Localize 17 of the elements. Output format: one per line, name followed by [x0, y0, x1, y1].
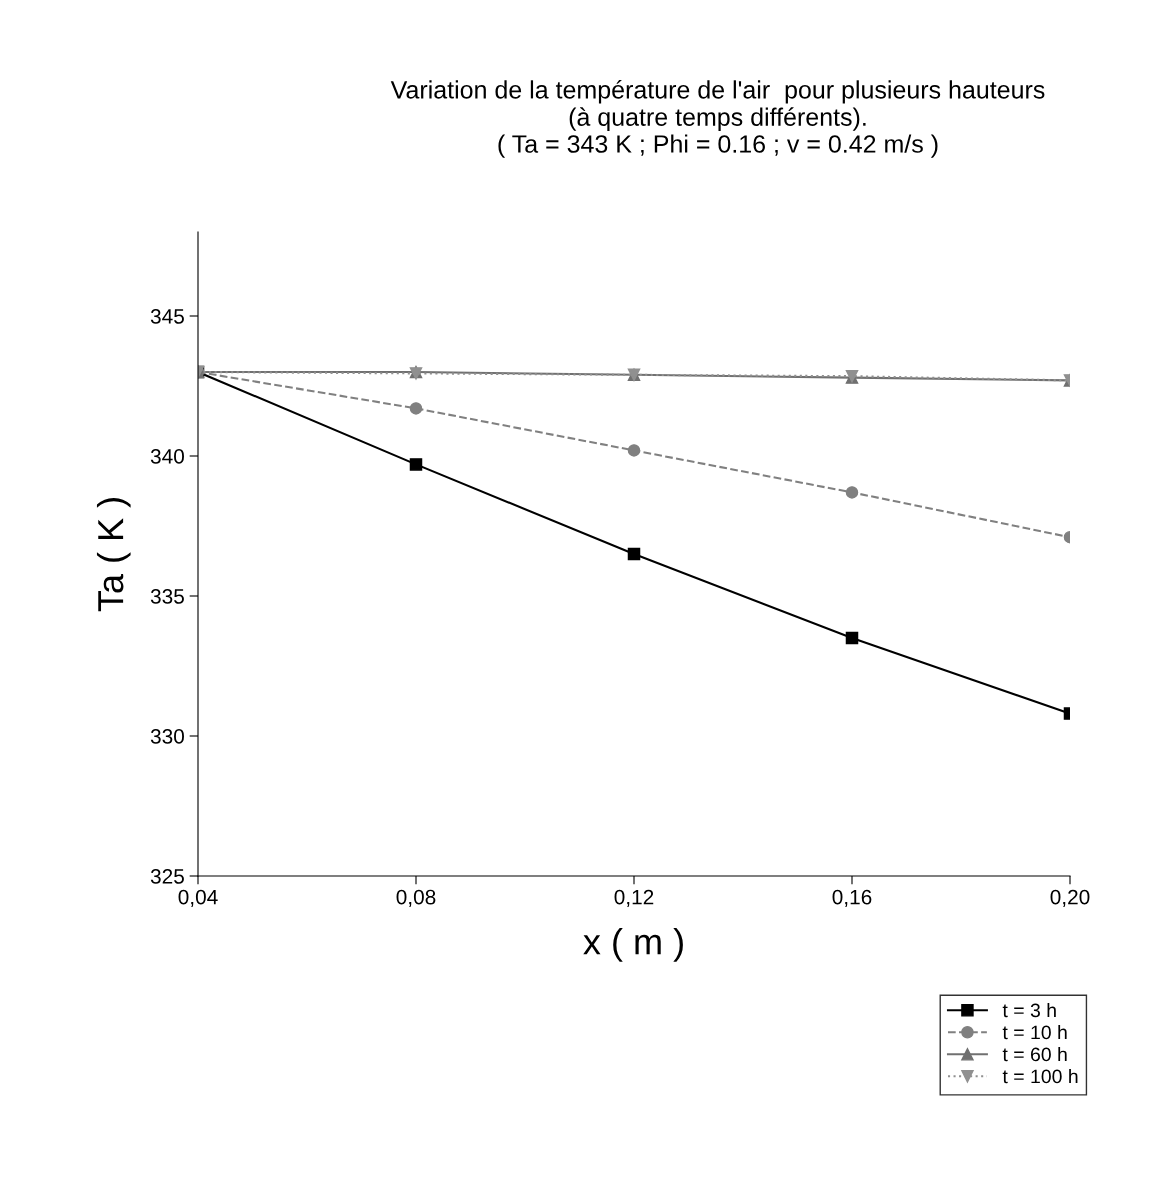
y-tick-label: 335 — [150, 589, 184, 604]
legend-label: t = 10 h — [1002, 1024, 1067, 1040]
y-tick-label: 330 — [150, 729, 184, 744]
x-axis-title: x ( m ) — [583, 928, 683, 962]
chart-title: Variation de la température de l'air pour plusieurs hauteurs (à quatre temps différents). ( Ta = 343 K ; Phi = 0.16 ; v = 0.42 m/s ) — [390, 80, 1045, 158]
y-tick-label: 345 — [150, 309, 184, 324]
legend-label: t = 60 h — [1002, 1047, 1067, 1062]
x-tick-label: 0,20 — [1050, 889, 1090, 907]
x-tick-label: 0,04 — [178, 889, 218, 907]
x-tick-label: 0,12 — [614, 889, 654, 907]
y-tick-label: 340 — [150, 449, 184, 464]
x-tick-label: 0,08 — [396, 889, 436, 907]
y-tick-label: 325 — [150, 869, 184, 884]
y-axis-title: Ta ( K ) — [96, 498, 131, 612]
legend-label: t = 3 h — [1002, 1002, 1056, 1018]
legend-label: t = 100 h — [1002, 1069, 1078, 1084]
x-tick-label: 0,16 — [832, 889, 872, 907]
